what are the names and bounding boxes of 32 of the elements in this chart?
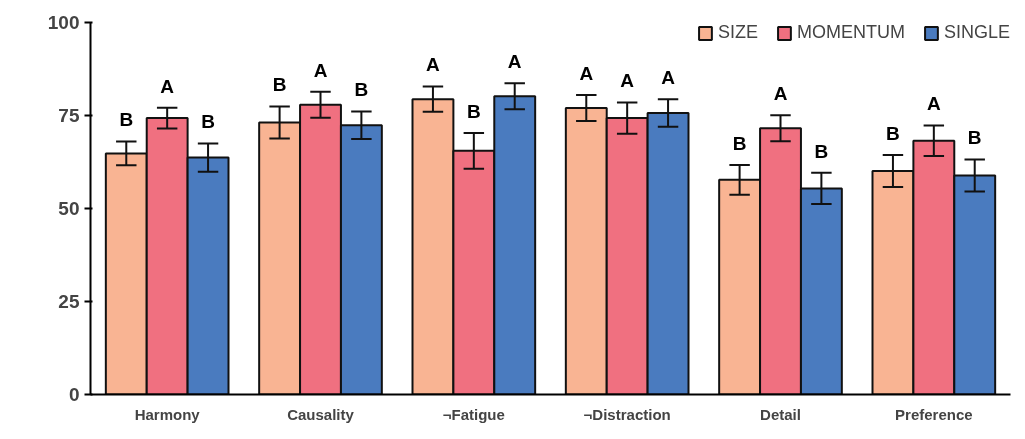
y-tick-label: 25 <box>58 291 80 312</box>
data-label: A <box>620 70 635 92</box>
x-tick-label: Causality <box>287 405 355 423</box>
y-tick-label: 50 <box>58 198 80 219</box>
data-label: B <box>732 132 747 154</box>
legend-label: SIZE <box>717 22 758 43</box>
x-tick-label: ¬Distraction <box>583 405 671 423</box>
data-label: A <box>507 50 522 72</box>
data-label: A <box>160 75 175 97</box>
x-tick-label: Harmony <box>134 405 201 423</box>
data-label: B <box>466 100 481 122</box>
legend-label: MOMENTUM <box>796 22 905 43</box>
data-label: B <box>119 109 134 131</box>
y-tick-label: 100 <box>47 12 80 33</box>
data-label: A <box>661 66 676 88</box>
data-label: B <box>201 111 215 133</box>
data-label: B <box>886 122 900 144</box>
data-label: B <box>272 74 287 96</box>
legend-label: SINGLE <box>943 22 1010 43</box>
data-label: A <box>579 62 594 84</box>
data-label: A <box>773 82 788 104</box>
data-label: B <box>354 79 369 101</box>
y-tick-label: 75 <box>58 105 80 126</box>
data-label: B <box>967 127 982 149</box>
data-label: A <box>426 54 441 76</box>
data-label: B <box>814 140 829 162</box>
x-tick-label: Preference <box>895 405 973 423</box>
x-tick-label: Detail <box>760 405 801 423</box>
y-tick-label: 0 <box>68 384 80 405</box>
data-label: A <box>313 59 328 81</box>
x-tick-label: ¬Fatigue <box>442 405 505 423</box>
data-label: A <box>926 93 941 115</box>
